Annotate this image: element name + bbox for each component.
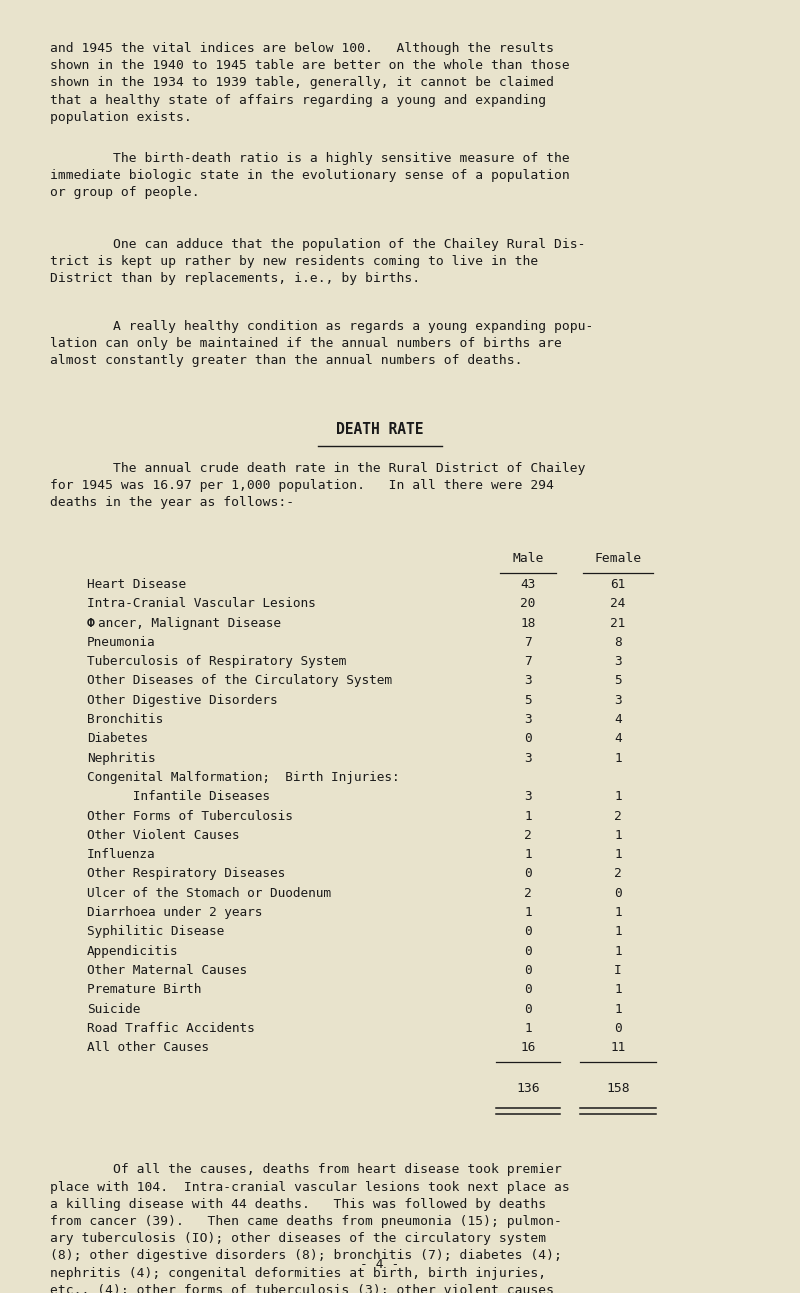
Text: 1: 1 <box>524 906 532 919</box>
Text: 0: 0 <box>524 945 532 958</box>
Text: Other Maternal Causes: Other Maternal Causes <box>87 965 247 978</box>
Text: - 4 -: - 4 - <box>360 1258 400 1271</box>
Text: 0: 0 <box>524 732 532 745</box>
Text: Heart Disease: Heart Disease <box>87 578 186 591</box>
Text: Road Traffic Accidents: Road Traffic Accidents <box>87 1021 254 1034</box>
Text: 1: 1 <box>524 1021 532 1034</box>
Text: 1: 1 <box>614 983 622 997</box>
Text: Other Violent Causes: Other Violent Causes <box>87 829 239 842</box>
Text: Other Forms of Tuberculosis: Other Forms of Tuberculosis <box>87 809 293 822</box>
Text: 0: 0 <box>614 887 622 900</box>
Text: 5: 5 <box>614 675 622 688</box>
Text: 24: 24 <box>610 597 626 610</box>
Text: 2: 2 <box>614 809 622 822</box>
Text: Other Respiratory Diseases: Other Respiratory Diseases <box>87 868 286 881</box>
Text: Other Digestive Disorders: Other Digestive Disorders <box>87 694 278 707</box>
Text: 0: 0 <box>524 868 532 881</box>
Text: 3: 3 <box>524 790 532 803</box>
Text: 1: 1 <box>524 848 532 861</box>
Text: 1: 1 <box>614 945 622 958</box>
Text: 136: 136 <box>516 1082 540 1095</box>
Text: The birth-death ratio is a highly sensitive measure of the
immediate biologic st: The birth-death ratio is a highly sensit… <box>50 153 570 199</box>
Text: 1: 1 <box>614 1002 622 1015</box>
Text: 1: 1 <box>614 790 622 803</box>
Text: Syphilitic Disease: Syphilitic Disease <box>87 926 224 939</box>
Text: Female: Female <box>594 552 642 565</box>
Text: 3: 3 <box>524 751 532 764</box>
Text: 16: 16 <box>520 1041 536 1054</box>
Text: 3: 3 <box>524 675 532 688</box>
Text: 1: 1 <box>614 848 622 861</box>
Text: Infantile Diseases: Infantile Diseases <box>87 790 270 803</box>
Text: 2: 2 <box>524 829 532 842</box>
Text: 1: 1 <box>614 751 622 764</box>
Text: Influenza: Influenza <box>87 848 156 861</box>
Text: 0: 0 <box>524 1002 532 1015</box>
Text: 4: 4 <box>614 714 622 727</box>
Text: Diarrhoea under 2 years: Diarrhoea under 2 years <box>87 906 262 919</box>
Text: 43: 43 <box>520 578 536 591</box>
Text: and 1945 the vital indices are below 100.   Although the results
shown in the 19: and 1945 the vital indices are below 100… <box>50 41 570 124</box>
Text: Intra-Cranial Vascular Lesions: Intra-Cranial Vascular Lesions <box>87 597 316 610</box>
Text: Appendicitis: Appendicitis <box>87 945 178 958</box>
Text: 1: 1 <box>614 829 622 842</box>
Text: 5: 5 <box>524 694 532 707</box>
Text: 3: 3 <box>614 694 622 707</box>
Text: 20: 20 <box>520 597 536 610</box>
Text: 18: 18 <box>520 617 536 630</box>
Text: The annual crude death rate in the Rural District of Chailey
for 1945 was 16.97 : The annual crude death rate in the Rural… <box>50 462 586 509</box>
Text: One can adduce that the population of the Chailey Rural Dis-
trict is kept up ra: One can adduce that the population of th… <box>50 238 586 286</box>
Text: Male: Male <box>512 552 544 565</box>
Text: Pneumonia: Pneumonia <box>87 636 156 649</box>
Text: 0: 0 <box>524 926 532 939</box>
Text: I: I <box>614 965 622 978</box>
Text: Of all the causes, deaths from heart disease took premier
place with 104.  Intra: Of all the causes, deaths from heart dis… <box>50 1164 570 1293</box>
Text: Ф: Ф <box>87 617 94 630</box>
Text: ancer, Malignant Disease: ancer, Malignant Disease <box>98 617 282 630</box>
Text: 0: 0 <box>614 1021 622 1034</box>
Text: Tuberculosis of Respiratory System: Tuberculosis of Respiratory System <box>87 656 346 668</box>
Text: 1: 1 <box>524 809 532 822</box>
Text: 7: 7 <box>524 656 532 668</box>
Text: 8: 8 <box>614 636 622 649</box>
Text: Premature Birth: Premature Birth <box>87 983 202 997</box>
Text: 3: 3 <box>614 656 622 668</box>
Text: Congenital Malformation;  Birth Injuries:: Congenital Malformation; Birth Injuries: <box>87 771 400 784</box>
Text: 2: 2 <box>524 887 532 900</box>
Text: 11: 11 <box>610 1041 626 1054</box>
Text: 158: 158 <box>606 1082 630 1095</box>
Text: Diabetes: Diabetes <box>87 732 148 745</box>
Text: DEATH RATE: DEATH RATE <box>336 422 424 437</box>
Text: 21: 21 <box>610 617 626 630</box>
Text: Suicide: Suicide <box>87 1002 140 1015</box>
Text: Other Diseases of the Circulatory System: Other Diseases of the Circulatory System <box>87 675 392 688</box>
Text: 0: 0 <box>524 983 532 997</box>
Text: Nephritis: Nephritis <box>87 751 156 764</box>
Text: 1: 1 <box>614 906 622 919</box>
Text: 2: 2 <box>614 868 622 881</box>
Text: 3: 3 <box>524 714 532 727</box>
Text: 0: 0 <box>524 965 532 978</box>
Text: All other Causes: All other Causes <box>87 1041 209 1054</box>
Text: 1: 1 <box>614 926 622 939</box>
Text: 4: 4 <box>614 732 622 745</box>
Text: Bronchitis: Bronchitis <box>87 714 163 727</box>
Text: 7: 7 <box>524 636 532 649</box>
Text: Ulcer of the Stomach or Duodenum: Ulcer of the Stomach or Duodenum <box>87 887 331 900</box>
Text: 61: 61 <box>610 578 626 591</box>
Text: A really healthy condition as regards a young expanding popu-
lation can only be: A really healthy condition as regards a … <box>50 319 594 367</box>
